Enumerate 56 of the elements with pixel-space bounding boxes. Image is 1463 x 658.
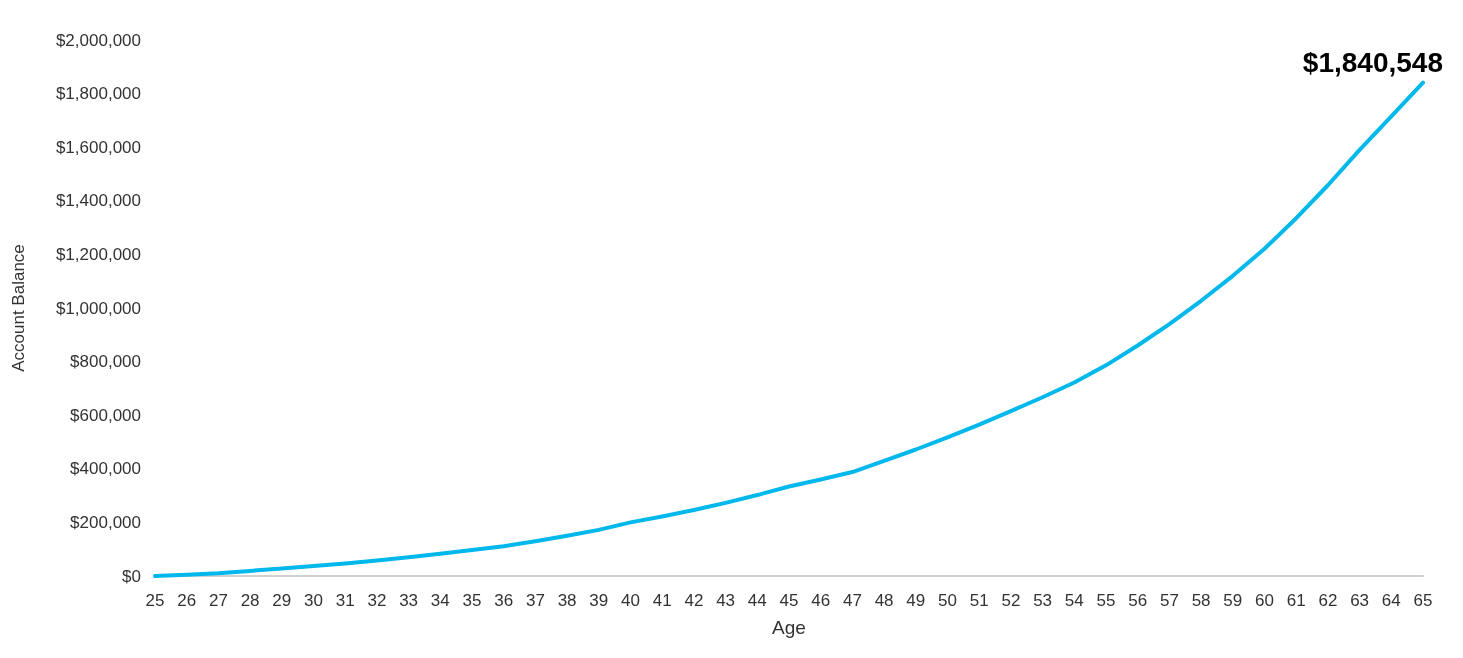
x-tick-label: 58 (1191, 591, 1211, 610)
x-tick-label: 41 (652, 591, 672, 610)
x-tick-label: 47 (842, 591, 862, 610)
x-tick-label: 65 (1413, 591, 1433, 610)
x-tick-label: 45 (779, 591, 799, 610)
x-tick-label: 38 (557, 591, 577, 610)
x-tick-label: 26 (177, 591, 197, 610)
x-tick-label: 42 (684, 591, 704, 610)
x-tick-label: 46 (811, 591, 831, 610)
line-series (153, 80, 1425, 578)
y-tick-label: $1,000,000 (55, 298, 141, 318)
y-tick-label: $400,000 (70, 459, 141, 479)
y-tick-label: $2,000,000 (55, 30, 141, 50)
y-tick-label: $0 (122, 566, 141, 586)
x-tick-label: 44 (747, 591, 767, 610)
x-tick-label: 62 (1318, 591, 1338, 610)
x-tick-label: 36 (494, 591, 514, 610)
x-tick-label: 33 (399, 591, 419, 610)
x-tick-label: 40 (621, 591, 640, 610)
x-tick-label: 30 (304, 591, 323, 610)
x-tick-label: 29 (272, 591, 292, 610)
x-axis-title: Age (772, 617, 806, 638)
y-tick-label: $1,800,000 (55, 84, 141, 104)
y-tick-label: $800,000 (70, 352, 141, 372)
x-tick-label: 25 (145, 591, 165, 610)
y-tick-label: $1,600,000 (55, 137, 141, 157)
x-tick-label: 63 (1350, 591, 1370, 610)
y-tick-label: $600,000 (70, 405, 141, 425)
x-tick-label: 43 (716, 591, 736, 610)
x-tick-label: 57 (1159, 591, 1179, 610)
x-tick-label: 51 (969, 591, 989, 610)
x-tick-label: 55 (1096, 591, 1116, 610)
x-tick-label: 61 (1286, 591, 1306, 610)
x-tick-label: 53 (1033, 591, 1053, 610)
x-tick-label: 35 (462, 591, 482, 610)
y-axis-title: Account Balance (9, 244, 28, 372)
x-tick-label: 49 (906, 591, 926, 610)
x-tick-label: 27 (208, 591, 228, 610)
x-tick-label: 56 (1128, 591, 1148, 610)
x-tick-label: 64 (1381, 591, 1401, 610)
x-tick-label: 50 (938, 591, 957, 610)
x-tick-label: 32 (367, 591, 387, 610)
x-tick-label: 52 (1001, 591, 1021, 610)
x-tick-label: 59 (1223, 591, 1243, 610)
y-tick-label: $1,400,000 (55, 191, 141, 211)
y-tick-label: $1,200,000 (55, 244, 141, 264)
x-tick-label: 34 (430, 591, 450, 610)
x-tick-label: 39 (589, 591, 609, 610)
y-tick-label: $200,000 (70, 512, 141, 532)
x-tick-label: 37 (525, 591, 545, 610)
x-tick-label: 54 (1064, 591, 1084, 610)
x-tick-label: 48 (874, 591, 894, 610)
data-label: $1,840,548 (1302, 47, 1443, 79)
x-tick-label: 28 (240, 591, 260, 610)
x-tick-label: 60 (1255, 591, 1274, 610)
x-tick-label: 31 (335, 591, 355, 610)
